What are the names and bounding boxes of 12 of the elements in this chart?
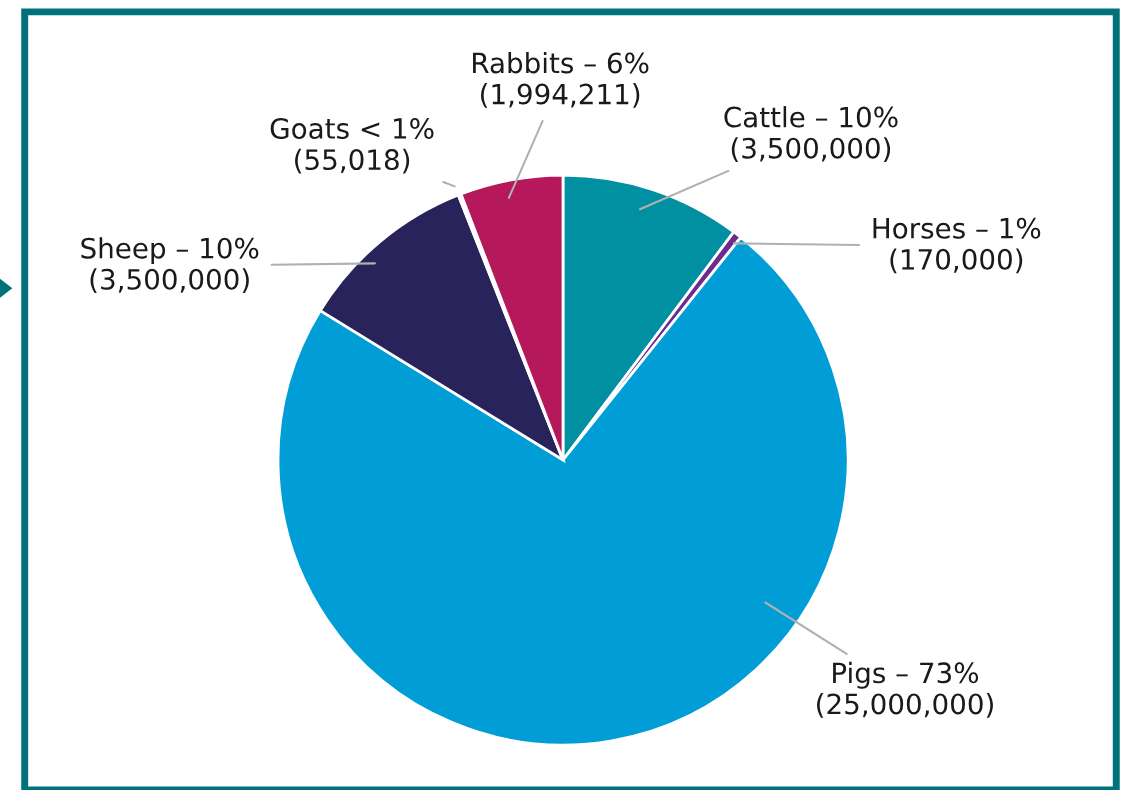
data-label: (55,018) [295, 148, 410, 174]
slice-label: Sheep – 10% [81, 237, 259, 265]
data-label: (3,500,000) [731, 137, 891, 162]
slice-label: Horses – 1% [873, 217, 1041, 239]
slice-label: Rabbits – 6% [473, 51, 649, 74]
slice-label: Pigs – 73% [833, 661, 979, 689]
data-label: (1,994,211) [481, 83, 640, 108]
slice-label: Cattle – 10% [724, 106, 898, 128]
data-label: (3,500,000) [90, 268, 249, 294]
data-label: (25,000,000) [817, 692, 993, 718]
data-label: (170,000) [890, 248, 1023, 274]
slice-label: Goats < 1% [270, 118, 434, 140]
